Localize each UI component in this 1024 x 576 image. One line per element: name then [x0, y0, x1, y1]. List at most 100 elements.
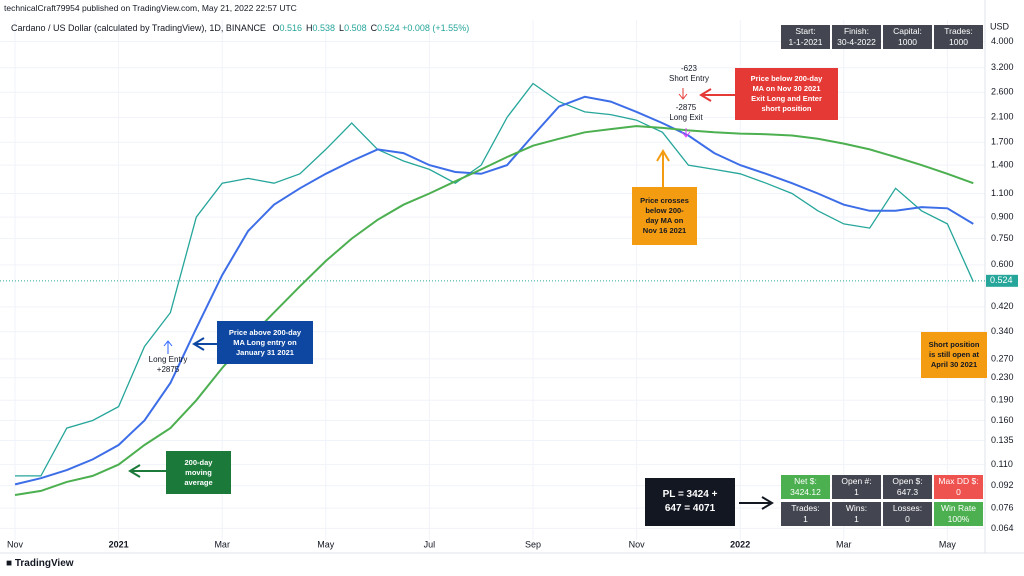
- ohlc-key: C: [370, 23, 378, 33]
- cell-value: 1: [854, 514, 859, 524]
- pl-note: PL = 3424 + 647 = 4071: [645, 478, 735, 526]
- series-line: [14, 125, 974, 496]
- y-unit: USD: [990, 21, 1010, 31]
- stat-top-cell: Capital: 1000: [883, 25, 932, 49]
- brand-name: TradingView: [14, 558, 74, 569]
- y-tick-label: 0.135: [991, 435, 1014, 445]
- ohlc: O0.516 H0.538 L0.508 C0.524: [268, 23, 399, 33]
- y-tick-label: 0.110: [991, 459, 1013, 469]
- y-tick-label: 0.092: [991, 480, 1014, 490]
- stat-bottom-cell: Open #: 1: [832, 475, 881, 499]
- stat-bottom-cell: Net $: 3424.12: [781, 475, 830, 499]
- cell-label: Start:: [795, 26, 816, 36]
- blue-note: Price above 200-day MA Long entry on Jan…: [217, 321, 313, 364]
- x-tick-label: May: [317, 539, 335, 549]
- cell-label: Max DD $:: [938, 476, 979, 486]
- y-tick-label: 0.900: [991, 211, 1014, 221]
- x-tick-label: 2022: [730, 539, 750, 549]
- y-tick-label: 1.100: [991, 188, 1014, 198]
- cell-value: 0: [956, 487, 961, 497]
- cell-label: Net $:: [794, 476, 817, 486]
- stat-top-cell: Start: 1-1-2021: [781, 25, 830, 49]
- cell-value: 0: [905, 514, 910, 524]
- long-entry-label: Long Entry +2875: [148, 355, 188, 374]
- x-tick-label: May: [939, 539, 957, 549]
- cell-value: 1000: [949, 37, 968, 47]
- cell-label: Finish:: [843, 26, 870, 36]
- y-tick-label: 0.750: [991, 233, 1014, 243]
- ohlc-value: 0.516: [279, 23, 303, 33]
- ohlc-key: H: [306, 23, 313, 33]
- publisher: technicalCraft79954 published on Trading…: [4, 3, 297, 13]
- y-tick-label: 3.200: [991, 62, 1014, 72]
- cell-value: 1: [803, 514, 808, 524]
- cell-label: Open $:: [892, 476, 923, 486]
- ohlc-value: 0.524: [377, 23, 400, 33]
- stat-bottom-cell: Trades: 1: [781, 502, 830, 526]
- x-tick-label: Nov: [7, 539, 24, 549]
- x-tick-label: Mar: [836, 539, 852, 549]
- x-tick-label: 2021: [109, 539, 129, 549]
- x-tick-label: Sep: [525, 539, 541, 549]
- series-line: [15, 82, 974, 477]
- y-tick-label: 2.100: [991, 112, 1014, 122]
- last-price-tag: [986, 274, 1018, 287]
- cell-value: 30-4-2022: [837, 37, 876, 47]
- last-price-label: 0.524: [990, 275, 1013, 285]
- cell-value: 3424.12: [790, 487, 821, 497]
- stat-bottom-cell: Open $: 647.3: [883, 475, 932, 499]
- stat-top-cell: Trades: 1000: [934, 25, 983, 49]
- short-entry-label: -623 Short Entry: [668, 64, 709, 83]
- ohlc-key: O: [272, 23, 280, 33]
- y-tick-label: 0.600: [991, 259, 1014, 269]
- y-tick-label: 0.420: [991, 301, 1014, 311]
- open-note: Short position is still open at April 30…: [921, 332, 987, 378]
- cell-value: 1-1-2021: [788, 37, 823, 47]
- y-tick-label: 0.160: [991, 415, 1014, 425]
- y-tick-label: 0.064: [991, 523, 1014, 533]
- red-note: Price below 200-day MA on Nov 30 2021 Ex…: [735, 68, 838, 120]
- cell-value: 1: [854, 487, 859, 497]
- stat-bottom-cell: Losses: 0: [883, 502, 932, 526]
- stat-top-cell: Finish: 30-4-2022: [832, 25, 881, 49]
- cell-label: Wins:: [845, 503, 868, 513]
- orange-note: Price crosses below 200- day MA on Nov 1…: [632, 187, 697, 245]
- long-exit-label: -2875 Long Exit: [669, 103, 703, 122]
- symbol-line: Cardano / US Dollar (calculated by Tradi…: [11, 23, 469, 33]
- cell-label: Win Rate: [941, 503, 976, 513]
- stat-bottom-cell: Wins: 1: [832, 502, 881, 526]
- plot: 4.000 3.200 2.600 2.100 1.700 1.400 1.100 0.900…: [0, 0, 1018, 553]
- x-tick-label: Nov: [629, 539, 646, 549]
- y-tick-label: 4.000: [991, 36, 1014, 46]
- cell-value: 100%: [947, 514, 970, 524]
- y-tick-label: 2.600: [991, 87, 1014, 97]
- y-tick-label: 0.076: [991, 503, 1014, 513]
- cell-value: 647.3: [896, 487, 919, 497]
- y-tick-label: 0.230: [991, 372, 1014, 382]
- cell-value: 1000: [898, 37, 917, 47]
- x-tick-label: Mar: [214, 539, 230, 549]
- cell-label: Open #:: [841, 476, 872, 486]
- symbol: Cardano / US Dollar (calculated by Tradi…: [11, 23, 266, 33]
- brand: ■ TradingView: [6, 558, 74, 569]
- y-tick-label: 0.270: [991, 353, 1014, 363]
- cell-label: Trades:: [944, 26, 973, 36]
- y-tick-label: 1.400: [991, 159, 1014, 169]
- ohlc-key: L: [339, 23, 345, 33]
- stat-bottom-cell: Max DD $: 0: [934, 475, 983, 499]
- ohlc-value: 0.538: [312, 23, 336, 33]
- ohlc-value: 0.508: [344, 23, 367, 33]
- cell-label: Capital:: [893, 26, 922, 36]
- cell-label: Trades:: [791, 503, 820, 513]
- green-note: 200-day moving average: [166, 451, 231, 494]
- x-tick-label: Jul: [424, 539, 436, 549]
- change: +0.008 (+1.55%): [402, 23, 470, 33]
- series-line: [14, 95, 974, 486]
- y-tick-label: 1.700: [991, 137, 1014, 147]
- cell-label: Losses:: [892, 503, 923, 513]
- stat-bottom-cell: Win Rate 100%: [934, 502, 983, 526]
- y-tick-label: 0.340: [991, 326, 1014, 336]
- y-tick-label: 0.190: [991, 395, 1014, 405]
